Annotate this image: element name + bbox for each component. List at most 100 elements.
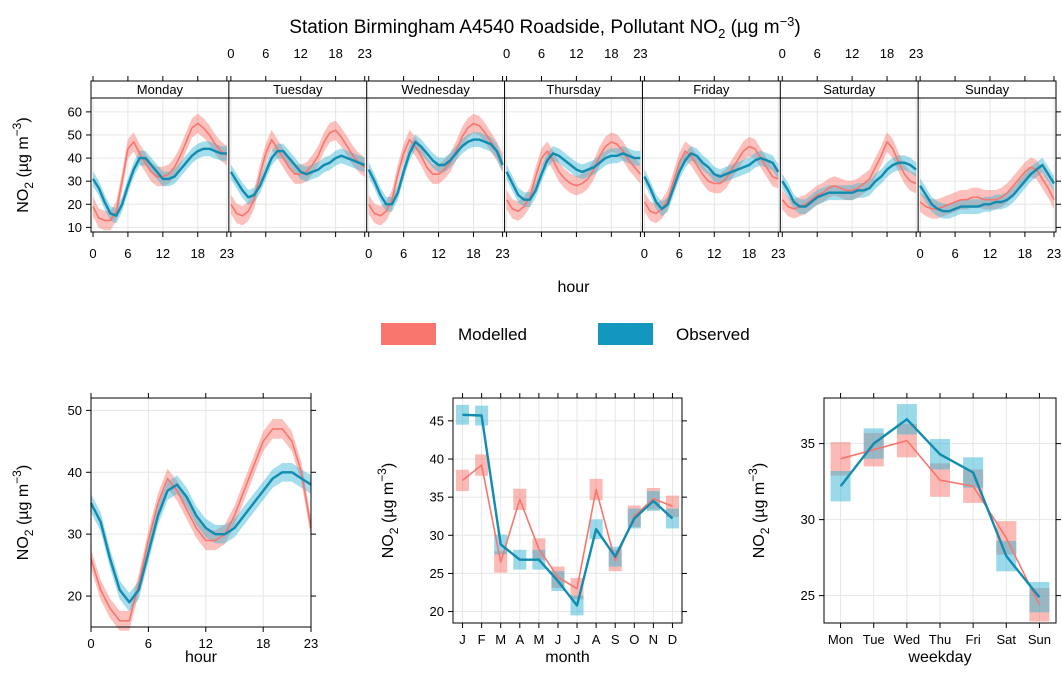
x-tick-label: 23 xyxy=(495,246,509,261)
x-tick-label-top: 12 xyxy=(845,46,859,61)
x-tick-label-top: 18 xyxy=(328,46,342,61)
observed-line xyxy=(839,418,1041,598)
x-tick-label-O: O xyxy=(629,632,639,647)
x-tick-label-J: J xyxy=(555,632,562,647)
x-tick-label-top: 12 xyxy=(293,46,307,61)
y-tick-label: 30 xyxy=(68,174,82,189)
figure-title: Station Birmingham A4540 Roadside, Pollu… xyxy=(289,14,800,41)
plot-frame xyxy=(90,97,1057,233)
x-tick-label-Thu: Thu xyxy=(929,632,951,647)
y-axis-label-part: ) xyxy=(15,117,32,122)
x-axis-label: hour xyxy=(185,649,218,666)
x-tick-label-J: J xyxy=(459,632,466,647)
x-tick-label: 6 xyxy=(145,636,152,651)
observed-line-tuesday xyxy=(229,149,366,199)
modelled-line xyxy=(461,464,673,590)
y-tick-label: 30 xyxy=(430,528,444,543)
x-tick-label: 23 xyxy=(304,636,318,651)
y-tick-label: 40 xyxy=(430,452,444,467)
modelled-line-tuesday xyxy=(230,129,366,217)
x-tick-label-F: F xyxy=(478,632,486,647)
observed-band-monday xyxy=(93,141,227,224)
y-axis-label-part: NO xyxy=(15,536,32,560)
y-tick-label: 40 xyxy=(68,151,82,166)
x-axis-label: weekday xyxy=(907,649,971,666)
x-tick-label-N: N xyxy=(649,632,658,647)
y-axis-label-part: ) xyxy=(15,465,32,470)
x-tick-label: 0 xyxy=(641,246,648,261)
x-tick-label: 18 xyxy=(256,636,270,651)
legend-swatch-modelled xyxy=(381,323,436,345)
x-tick-label: 0 xyxy=(87,636,94,651)
modelled-line xyxy=(90,428,312,622)
x-tick-label: 0 xyxy=(917,246,924,261)
y-tick-label: 35 xyxy=(430,490,444,505)
y-axis-label-part: −3 xyxy=(10,470,24,484)
y-axis-label-part: (µg m xyxy=(380,482,397,528)
strip-label-thursday: Thursday xyxy=(546,82,601,97)
x-axis-label: month xyxy=(545,649,589,666)
observed-line-thursday xyxy=(505,152,641,201)
x-tick-label-A: A xyxy=(592,632,601,647)
x-tick-label: 12 xyxy=(431,246,445,261)
weekday-panel: 25 30 35 Mon Tue Wed Thu Fri Sat Sun weekday NO2 (µ… xyxy=(746,393,1061,666)
plot-frame xyxy=(90,397,312,628)
y-tick-label: 35 xyxy=(801,436,815,451)
y-tick-label: 25 xyxy=(430,566,444,581)
modelled-line-sunday xyxy=(919,166,1055,210)
x-tick-label: 18 xyxy=(742,246,756,261)
observed-line-wednesday xyxy=(367,138,504,206)
x-tick-label: 12 xyxy=(983,246,997,261)
y-axis-label-part: (µg m xyxy=(15,484,32,530)
x-tick-label: 6 xyxy=(676,246,683,261)
y-tick-label: 60 xyxy=(68,104,82,119)
strip-label-friday: Friday xyxy=(693,82,730,97)
x-tick-label: 18 xyxy=(466,246,480,261)
x-tick-label: 23 xyxy=(1047,246,1061,261)
x-tick-label-top: 23 xyxy=(357,46,371,61)
x-tick-label-D: D xyxy=(668,632,677,647)
y-tick-label: 20 xyxy=(68,589,82,604)
modelled-band-tuesday xyxy=(230,120,365,226)
y-axis-label-part: 2 xyxy=(22,529,36,536)
x-tick-label: 18 xyxy=(191,246,205,261)
hour-panel: 20 30 40 50 0 6 12 18 23 hour NO2 (µg m−3) xyxy=(10,393,318,666)
y-tick-label: 50 xyxy=(68,127,82,142)
legend-label-modelled: Modelled xyxy=(458,325,527,344)
strip-label-sunday: Sunday xyxy=(965,82,1010,97)
y-tick-label: 30 xyxy=(68,527,82,542)
y-axis-label-part: −3 xyxy=(375,468,389,482)
modelled-line-saturday xyxy=(781,141,917,210)
y-tick-label: 45 xyxy=(430,413,444,428)
modelled-band xyxy=(91,419,311,631)
y-axis-label: NO2 (µg m−3) xyxy=(10,465,36,560)
y-tick-label: 10 xyxy=(68,220,82,235)
x-tick-label-J: J xyxy=(574,632,581,647)
x-tick-label-top: 6 xyxy=(538,46,545,61)
modelled-band-friday xyxy=(644,136,779,224)
x-tick-label: 0 xyxy=(89,246,96,261)
y-tick-label: 40 xyxy=(68,465,82,480)
y-tick-label: 50 xyxy=(68,403,82,418)
y-axis-label-part: 2 xyxy=(22,182,36,189)
x-tick-label: 18 xyxy=(1018,246,1032,261)
x-tick-label-Tue: Tue xyxy=(863,632,885,647)
modelled-line-friday xyxy=(643,145,779,215)
x-tick-label-top: 0 xyxy=(227,46,234,61)
modelled-line-wednesday xyxy=(368,122,504,217)
x-tick-label: 12 xyxy=(199,636,213,651)
legend-label-observed: Observed xyxy=(676,325,750,344)
x-tick-label-Fri: Fri xyxy=(966,632,981,647)
legend: Modelled Observed xyxy=(381,323,750,345)
x-tick-label-Mon: Mon xyxy=(828,632,853,647)
modelled-band-thursday xyxy=(506,132,641,221)
observed-line-sunday xyxy=(919,163,1056,213)
y-axis-label-part: −3 xyxy=(746,468,760,482)
x-tick-label-top: 0 xyxy=(779,46,786,61)
observed-line-friday xyxy=(643,152,780,211)
x-tick-label: 12 xyxy=(707,246,721,261)
y-tick-label: 30 xyxy=(801,512,815,527)
x-tick-label-Wed: Wed xyxy=(894,632,921,647)
x-tick-label-Sat: Sat xyxy=(997,632,1017,647)
